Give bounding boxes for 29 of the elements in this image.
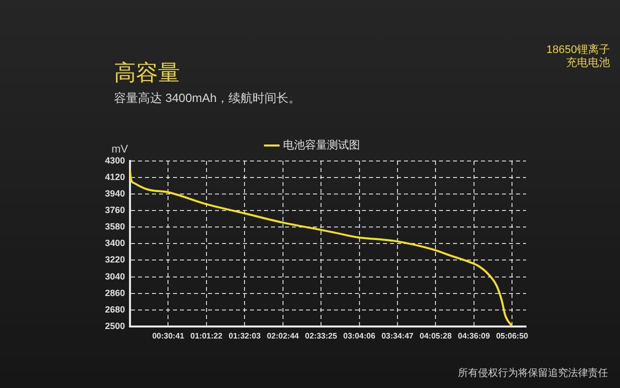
x-tick-label: 04:36:09 <box>458 331 490 340</box>
y-tick-label: 3400 <box>104 238 126 248</box>
x-tick-label: 01:32:03 <box>228 331 262 340</box>
y-axis-title: mV <box>112 144 129 156</box>
y-tick-label: 2860 <box>104 288 126 298</box>
line-series <box>130 169 514 326</box>
text: 所有侵权行为将保留追究法律责任 <box>458 366 608 380</box>
x-tick-label: 02:33:25 <box>305 331 338 340</box>
x-tick-label: 03:04:06 <box>343 331 376 340</box>
chart-title: 高容量 <box>114 59 180 87</box>
x-tick-label: 00:30:41 <box>152 331 185 340</box>
y-tick-label: 3040 <box>104 271 126 282</box>
y-tick-label: 3940 <box>104 188 126 199</box>
y-tick-label: 4120 <box>104 172 126 182</box>
x-tick-label: 04:05:28 <box>420 331 452 340</box>
y-tick-label: 3760 <box>104 205 126 216</box>
y-tick-label: 2680 <box>104 304 126 314</box>
chart-subtitle: 容量高达 3400mAh，续航时间长。 <box>114 90 301 107</box>
y-tick-label: 4300 <box>104 155 126 166</box>
x-tick-label: 01:01:22 <box>190 331 223 340</box>
text: 18650锂离子 <box>546 44 610 57</box>
y-tick-label: 3220 <box>104 254 126 265</box>
text: 充电电池 <box>565 57 610 70</box>
x-tick-label: 05:06:50 <box>496 331 529 340</box>
y-tick-label: 2500 <box>104 320 126 331</box>
x-tick-label: 02:02:44 <box>266 331 300 340</box>
x-tick-label: 03:34:47 <box>381 331 414 340</box>
y-tick-label: 3580 <box>104 222 126 232</box>
legend-label: 电池容量测试图 <box>282 138 360 152</box>
